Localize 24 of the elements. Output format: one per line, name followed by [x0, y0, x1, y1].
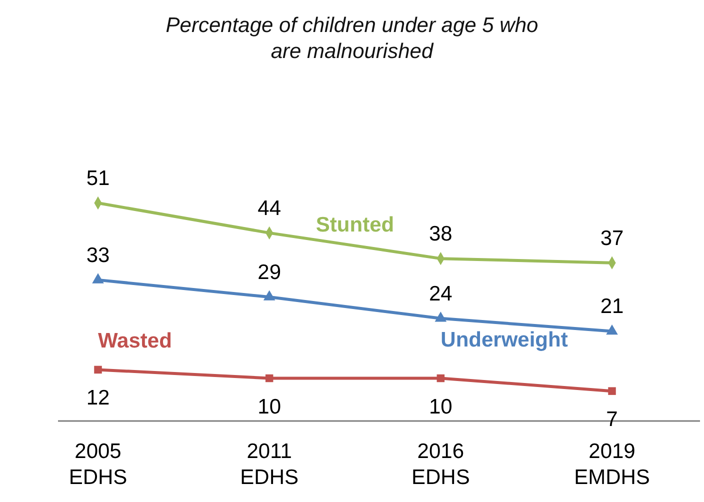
series-label: Stunted [316, 214, 394, 237]
data-label: 37 [600, 226, 624, 250]
data-label: 33 [86, 244, 110, 267]
data-label: 7 [606, 408, 618, 432]
point [436, 374, 445, 382]
data-label: 38 [428, 222, 452, 246]
x-tick-label: 2016 EDHS [411, 440, 470, 489]
point [94, 366, 102, 374]
data-label: 10 [258, 395, 282, 418]
data-label: 12 [86, 386, 110, 410]
x-tick-label: 2005 EDHS [68, 440, 128, 489]
data-label: 29 [258, 261, 282, 284]
chart-title: Percentage of children under age 5 who are malnourished [166, 14, 539, 63]
series-label: Underweight [440, 328, 568, 352]
x-tick-label: 2019 EMDHS [574, 440, 650, 489]
point [265, 374, 274, 382]
series-label: Wasted [98, 330, 172, 353]
data-label: 51 [86, 167, 110, 190]
data-label: 24 [428, 282, 453, 306]
data-label: 44 [258, 196, 282, 220]
data-label: 10 [428, 395, 452, 418]
x-tick-label: 2011 EDHS [240, 440, 299, 489]
point [608, 387, 616, 395]
data-label: 21 [600, 295, 624, 318]
